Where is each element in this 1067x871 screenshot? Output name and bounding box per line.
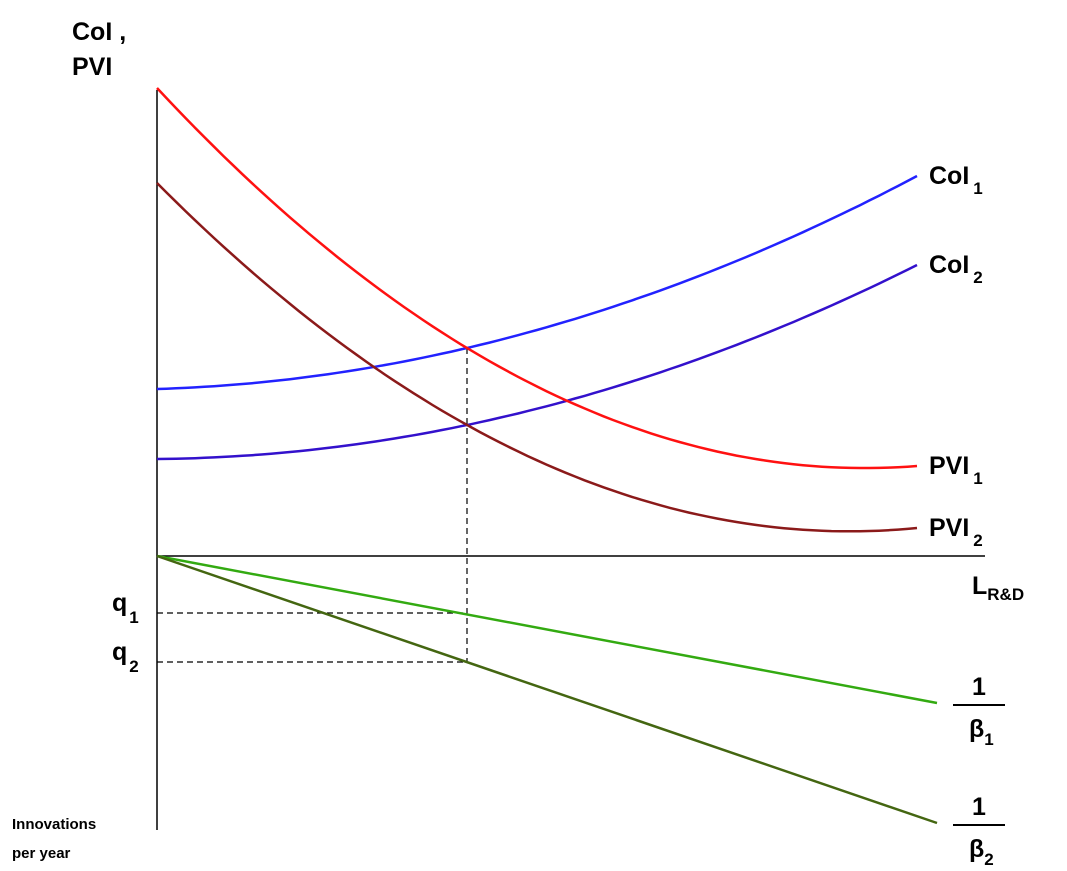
label-pvi-1: PVI 1 <box>929 452 983 488</box>
y-axis-label-line1: CoI , <box>72 18 126 46</box>
curve-coi-1 <box>156 174 918 391</box>
label-pvi-2-subscript: 2 <box>973 531 982 550</box>
label-coi-2-name: CoI <box>929 251 969 279</box>
label-pvi-2-name: PVI <box>929 514 969 542</box>
label-one-over-beta-1-subscript: 1 <box>984 730 993 749</box>
label-one-over-beta-2-subscript: 2 <box>984 850 993 869</box>
marker-q1: q1 <box>112 589 139 627</box>
x-axis-label-main: L <box>972 572 987 600</box>
label-coi-1-subscript: 1 <box>973 179 982 198</box>
label-coi-1: CoI 1 <box>929 162 983 198</box>
label-one-over-beta-2-denominator-symbol: β <box>969 835 984 863</box>
label-coi-1-name: CoI <box>929 162 969 190</box>
label-one-over-beta-1-denominator: β1 <box>969 715 994 749</box>
label-coi-2: CoI 2 <box>929 251 983 287</box>
y-axis-label-line2: PVI <box>72 53 112 81</box>
marker-q1-name: q <box>112 589 127 617</box>
label-one-over-beta-1-denominator-symbol: β <box>969 715 984 743</box>
marker-q2: q2 <box>112 638 139 676</box>
lower-y-axis-label-line2: per year <box>12 845 71 862</box>
marker-q2-subscript: 2 <box>129 657 138 676</box>
x-axis-label-sub: R&D <box>987 585 1024 604</box>
guide-lines <box>157 348 468 663</box>
curve-one-over-beta-1 <box>156 554 938 705</box>
label-pvi-1-name: PVI <box>929 452 969 480</box>
curve-one-over-beta-2 <box>156 554 938 825</box>
label-one-over-beta-2-numerator: 1 <box>972 793 986 821</box>
curves <box>156 87 938 825</box>
label-pvi-1-subscript: 1 <box>973 469 982 488</box>
labels: CoI , PVI LR&D Innovations per year CoI 1… <box>12 18 1024 869</box>
label-pvi-2: PVI 2 <box>929 514 983 550</box>
curve-pvi-1 <box>156 87 918 470</box>
marker-q1-subscript: 1 <box>129 608 138 627</box>
label-one-over-beta-2-denominator: β2 <box>969 835 994 869</box>
curve-coi-2 <box>156 263 918 461</box>
x-axis-label: LR&D <box>972 572 1024 604</box>
label-coi-2-subscript: 2 <box>973 268 982 287</box>
marker-q2-name: q <box>112 638 127 666</box>
lower-y-axis-label-line1: Innovations <box>12 816 96 833</box>
label-one-over-beta-1-numerator: 1 <box>972 673 986 701</box>
curve-pvi-2 <box>156 182 918 533</box>
axes <box>156 90 985 830</box>
